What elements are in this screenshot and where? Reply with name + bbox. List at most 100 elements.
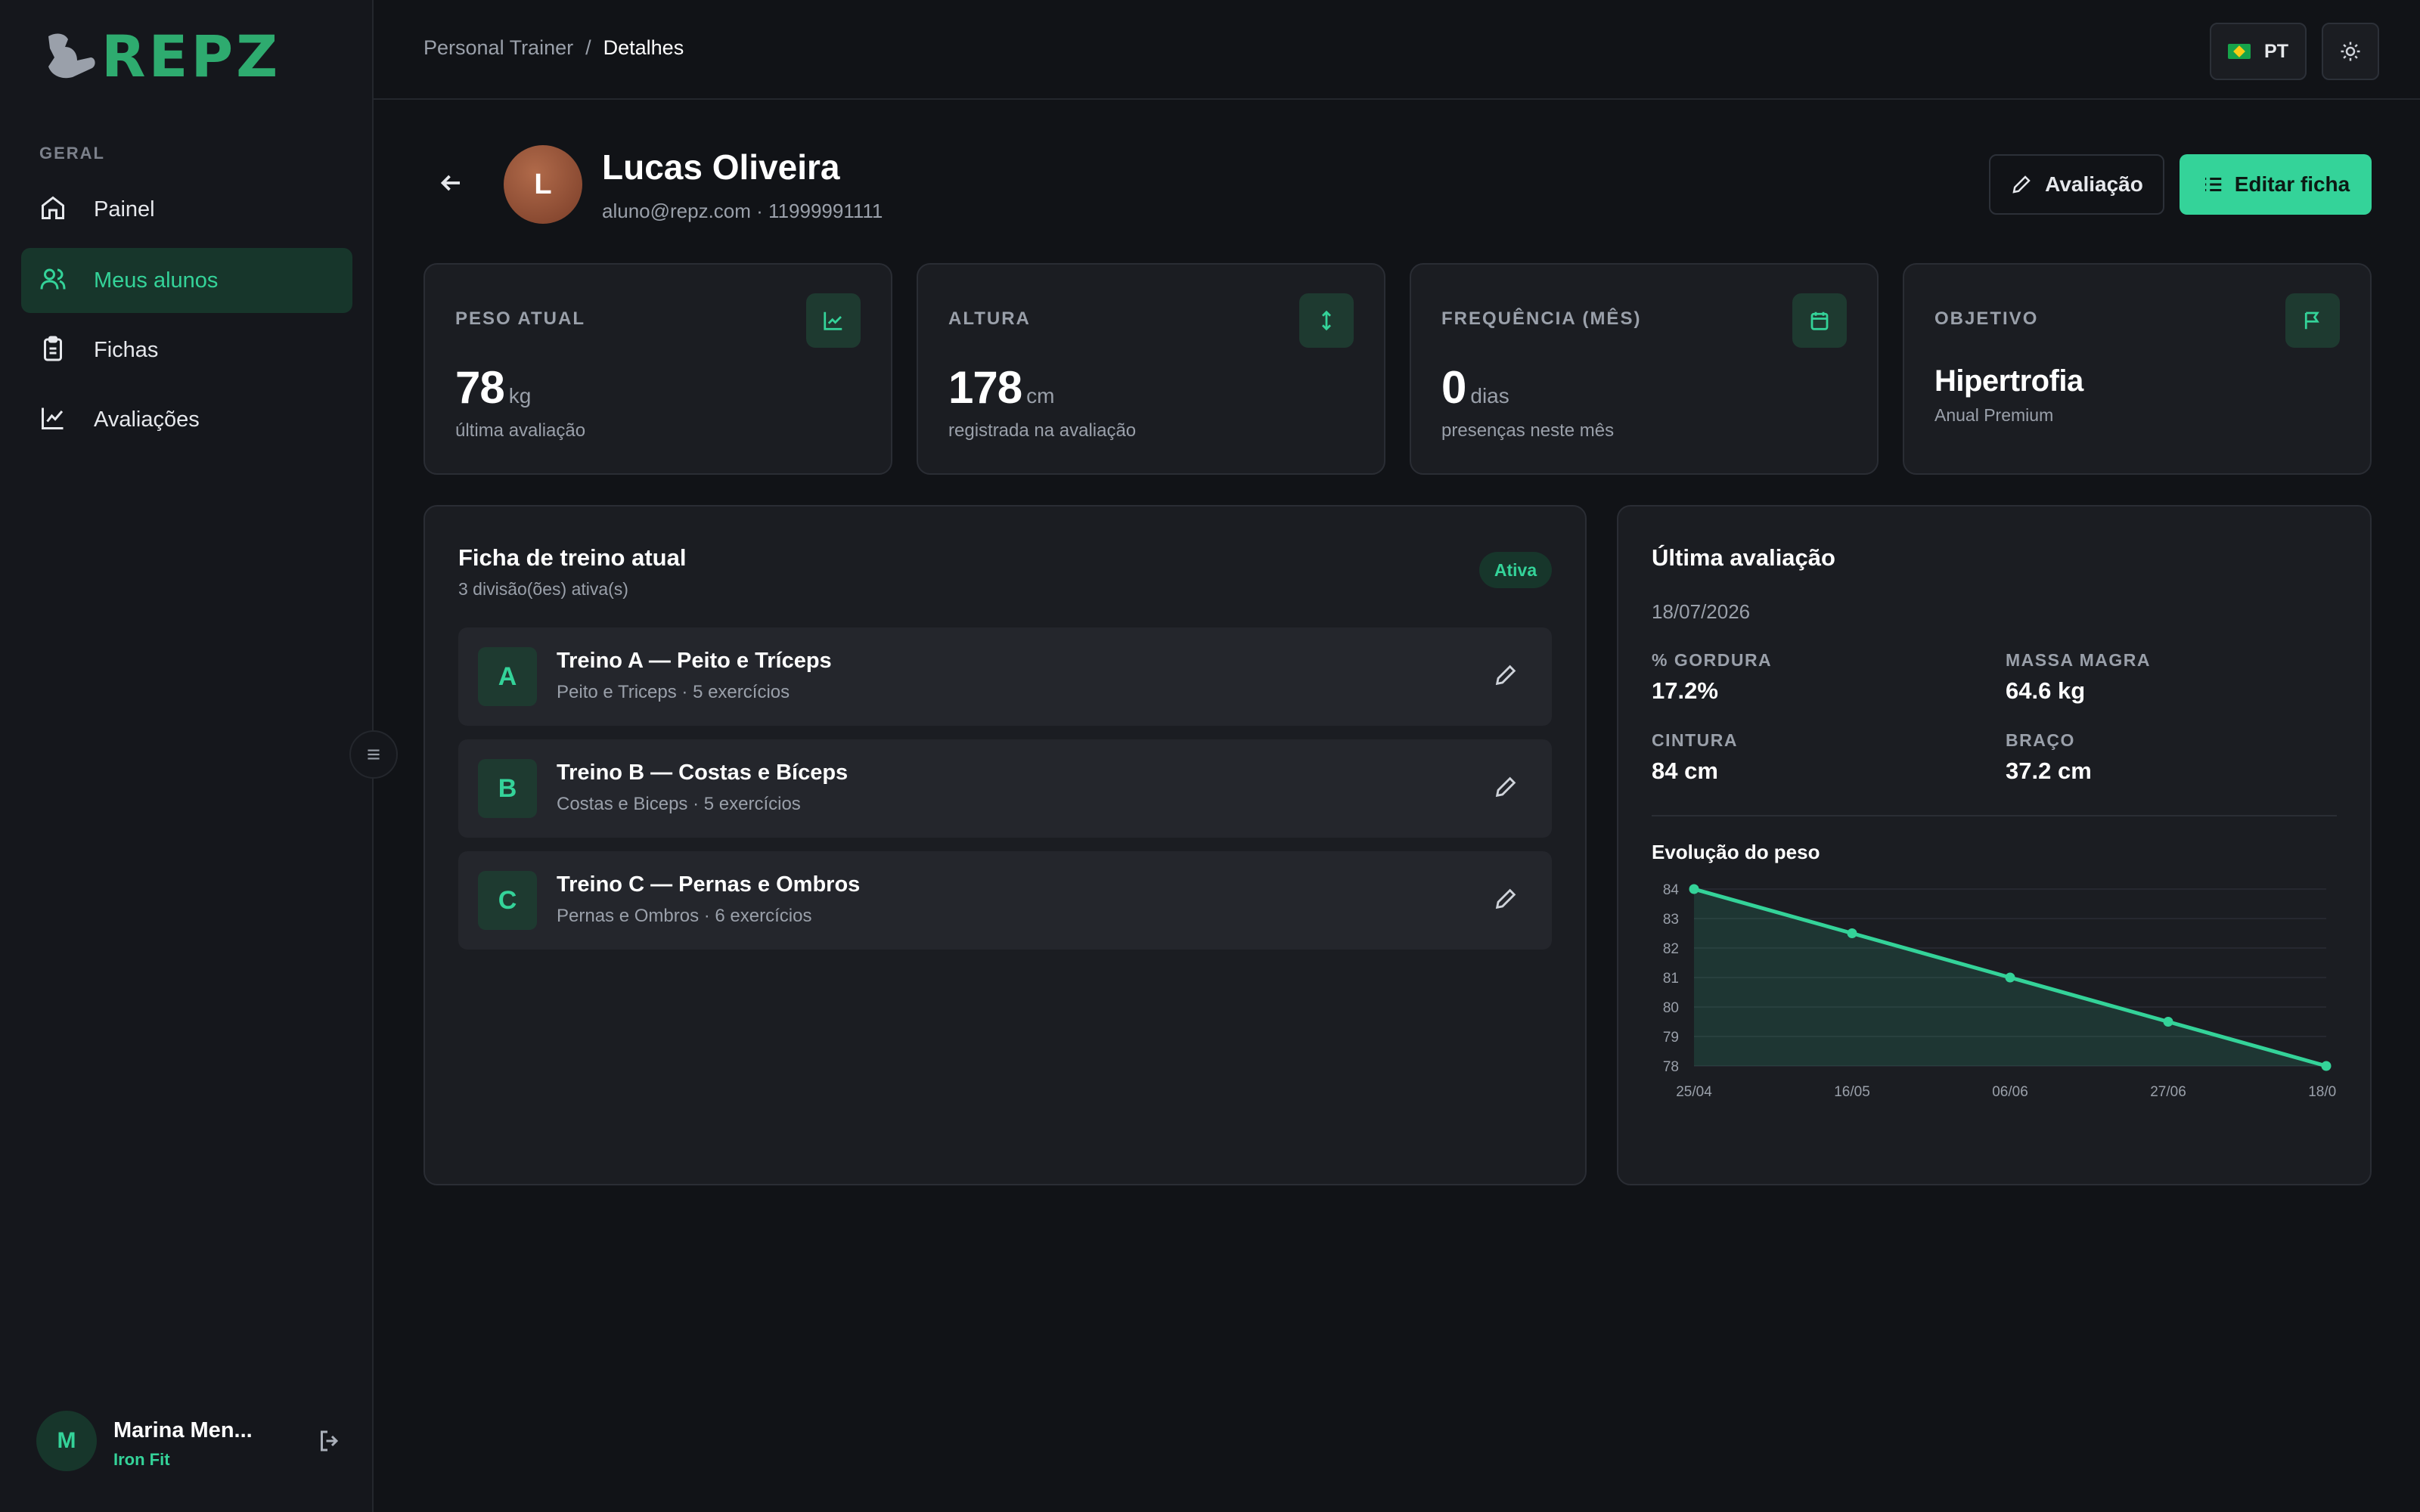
stat-number: 78	[455, 362, 505, 413]
panel-title: Última avaliação	[1652, 544, 1835, 571]
goal-plan: Anual Premium	[1934, 405, 2054, 425]
stat-label: OBJETIVO	[1934, 308, 2039, 329]
calendar-icon	[1792, 293, 1847, 348]
division-letter: B	[478, 759, 537, 818]
chart-point	[2163, 1017, 2173, 1027]
stat-value: 0 dias	[1441, 361, 1509, 414]
logout-icon[interactable]	[316, 1427, 346, 1458]
weight-evolution-chart: 84 83 82 81 80 79 78 25/04 16/05 06/06 27/06 18/07	[1663, 882, 2337, 1099]
workout-sheet-panel: Ficha de treino atual 3 divisão(ões) ati…	[424, 505, 1587, 1185]
student-name: Lucas Oliveira	[602, 147, 840, 187]
sidebar-item-avaliacoes[interactable]: Avaliações	[21, 387, 352, 452]
pencil-icon[interactable]	[1493, 662, 1522, 691]
stat-number: 0	[1441, 362, 1466, 413]
evaluation-button[interactable]: Avaliação	[1989, 154, 2164, 215]
back-button[interactable]	[437, 169, 467, 200]
stat-card-frequency: FREQUÊNCIA (MÊS) 0 dias presenças neste …	[1410, 263, 1879, 475]
user-profile: M Marina Men... Iron Fit	[36, 1411, 346, 1476]
home-icon	[39, 194, 70, 225]
status-badge: Ativa	[1479, 552, 1552, 588]
sidebar-item-meus-alunos[interactable]: Meus alunos	[21, 248, 352, 313]
sidebar-item-label: Meus alunos	[94, 268, 219, 293]
metric-label: % GORDURA	[1652, 650, 1773, 670]
chart-line-icon	[39, 404, 70, 435]
division-meta: Peito e Triceps · 5 exercícios	[557, 682, 790, 702]
goal-value: Hipertrofia	[1934, 364, 2083, 398]
stat-number: 178	[948, 362, 1022, 413]
stat-card-goal: OBJETIVO Hipertrofia Anual Premium	[1903, 263, 2372, 475]
metric-value: 84 cm	[1652, 758, 1718, 784]
flag-icon	[2285, 293, 2340, 348]
user-name: Marina Men...	[113, 1418, 253, 1442]
chart-x-tick-label: 06/06	[1992, 1084, 2028, 1099]
edit-sheet-button-label: Editar ficha	[2234, 172, 2350, 196]
chart-x-tick-label: 25/04	[1676, 1084, 1712, 1099]
chart-x-tick-label: 27/06	[2150, 1084, 2186, 1099]
stat-label: FREQUÊNCIA (MÊS)	[1441, 308, 1642, 329]
stat-label: ALTURA	[948, 308, 1031, 329]
chart-x-tick-label: 18/07	[2308, 1084, 2337, 1099]
sidebar-item-fichas[interactable]: Fichas	[21, 318, 352, 383]
stat-label: PESO ATUAL	[455, 308, 586, 329]
app-logo[interactable]: REPZ	[42, 23, 334, 90]
division-name: Treino B — Costas e Bíceps	[557, 761, 849, 785]
chart-point	[2321, 1061, 2332, 1071]
theme-toggle-button[interactable]	[2322, 23, 2379, 80]
breadcrumb-link[interactable]: Personal Trainer	[424, 36, 574, 59]
chart-y-tick-label: 79	[1663, 1030, 1679, 1046]
metric-label: CINTURA	[1652, 730, 1738, 750]
division-name: Treino A — Peito e Tríceps	[557, 649, 832, 673]
brazil-flag-icon	[2228, 44, 2251, 59]
chart-y-tick-label: 80	[1663, 1000, 1679, 1016]
nav-section-label: GERAL	[39, 144, 105, 163]
breadcrumb-current: Detalhes	[603, 36, 684, 59]
sidebar: REPZ GERAL Painel Meus alunos Fichas Ava…	[0, 0, 374, 1512]
metric-label: MASSA MAGRA	[2006, 650, 2151, 670]
sidebar-item-painel[interactable]: Painel	[21, 177, 352, 242]
edit-sheet-button[interactable]: Editar ficha	[2180, 154, 2372, 215]
stat-unit: kg	[508, 384, 532, 407]
trending-up-icon	[806, 293, 861, 348]
division-meta: Costas e Biceps · 5 exercícios	[557, 794, 801, 814]
menu-icon	[368, 749, 380, 760]
breadcrumb-separator: /	[585, 36, 591, 59]
stat-value: 78 kg	[455, 361, 531, 414]
user-avatar[interactable]: M	[36, 1411, 97, 1471]
stat-caption: última avaliação	[455, 420, 586, 441]
evaluation-button-label: Avaliação	[2045, 172, 2143, 196]
student-contact: aluno@repz.com · 11999991111	[602, 200, 883, 222]
pencil-icon[interactable]	[1493, 886, 1522, 915]
sun-icon	[2341, 42, 2360, 61]
stat-unit: dias	[1470, 384, 1509, 407]
chart-y-tick-label: 83	[1663, 912, 1679, 928]
chart-y-tick-label: 81	[1663, 971, 1679, 987]
divider	[1652, 815, 2337, 816]
pencil-icon[interactable]	[1493, 774, 1522, 803]
division-meta: Pernas e Ombros · 6 exercícios	[557, 906, 812, 926]
sidebar-item-label: Painel	[94, 197, 155, 222]
chart-y-tick-label: 84	[1663, 882, 1680, 898]
chart-point	[1689, 884, 1699, 894]
metric-label: BRAÇO	[2006, 730, 2075, 750]
logo-text: REPZ	[101, 23, 281, 90]
chart-point	[1847, 928, 1857, 938]
sidebar-toggle-button[interactable]	[349, 730, 398, 779]
last-evaluation-panel: Última avaliação 18/07/2026 % GORDURA 17…	[1617, 505, 2372, 1185]
users-icon	[39, 265, 70, 296]
workout-division-row[interactable]: C Treino C — Pernas e Ombros Pernas e Om…	[458, 851, 1552, 950]
list-icon	[2204, 178, 2221, 191]
stat-caption: registrada na avaliação	[948, 420, 1137, 441]
workout-division-row[interactable]: B Treino B — Costas e Bíceps Costas e Bi…	[458, 739, 1552, 838]
stat-value: 178 cm	[948, 361, 1054, 414]
division-letter: C	[478, 871, 537, 930]
evaluation-date: 18/07/2026	[1652, 600, 1751, 623]
chart-y-tick-label: 78	[1663, 1059, 1679, 1075]
stat-card-weight: PESO ATUAL 78 kg última avaliação	[424, 263, 892, 475]
workout-division-row[interactable]: A Treino A — Peito e Tríceps Peito e Tri…	[458, 627, 1552, 726]
division-letter: A	[478, 647, 537, 706]
panel-subtitle: 3 divisão(ões) ativa(s)	[458, 579, 628, 599]
metric-value: 64.6 kg	[2006, 677, 2086, 704]
language-button[interactable]: PT	[2210, 23, 2307, 80]
clipboard-icon	[39, 335, 70, 365]
language-label: PT	[2264, 40, 2288, 62]
